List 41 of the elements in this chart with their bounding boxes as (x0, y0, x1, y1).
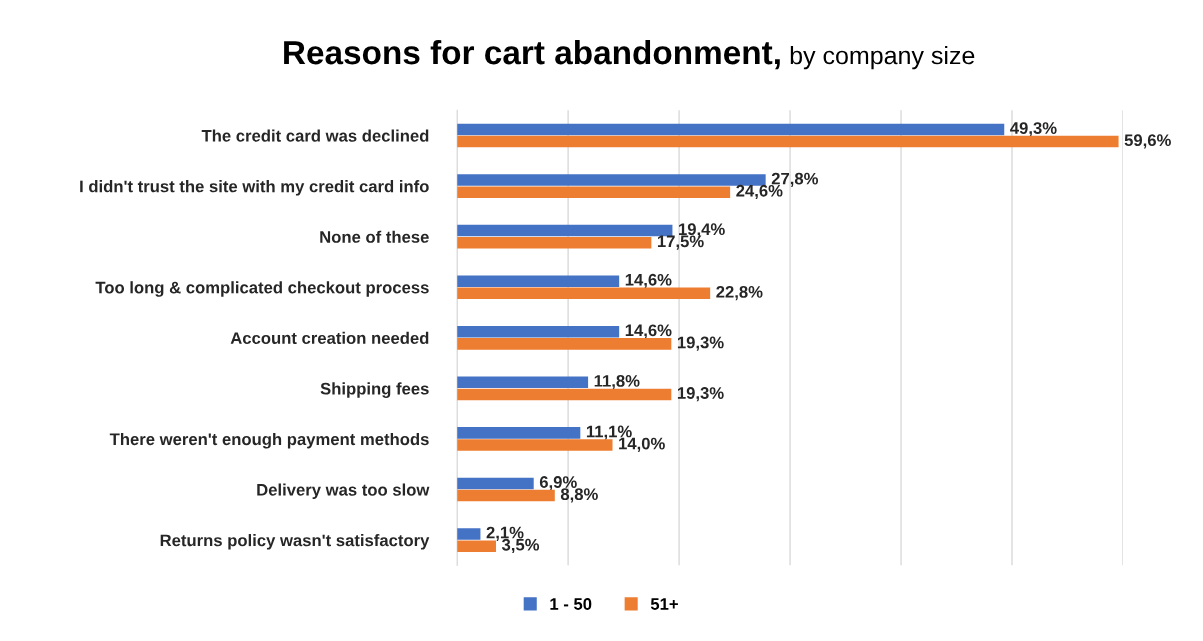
legend-label: 51+ (650, 598, 678, 610)
bar (457, 287, 711, 300)
bar (457, 186, 731, 198)
bar (457, 427, 581, 439)
bar (457, 275, 620, 287)
data-label: 22,8% (716, 285, 763, 301)
y-tick-label: Returns policy wasn't satisfactory (160, 534, 430, 550)
data-label: 11,8% (594, 374, 640, 390)
y-tick-label: None of these (320, 230, 429, 243)
bar (457, 174, 766, 186)
bar (457, 338, 672, 350)
bar (457, 477, 534, 490)
data-label: 14,6% (625, 324, 672, 339)
data-label: 59,6% (1124, 134, 1171, 149)
y-tick-label: Delivery was too slow (257, 483, 430, 500)
y-tick-label: There weren't enough payment methods (109, 432, 429, 449)
y-tick-label: I didn't trust the site with my credit card info (80, 180, 429, 196)
bar (457, 135, 1119, 148)
bar (457, 325, 620, 338)
y-tick-label: Account creation needed (230, 331, 429, 345)
bar (457, 376, 589, 389)
bar (457, 439, 613, 451)
bar (457, 236, 652, 249)
data-label: 49,3% (1010, 122, 1057, 137)
data-label: 8,8% (560, 488, 598, 503)
data-label: 14,6% (625, 273, 672, 289)
y-tick-label: Shipping fees (320, 382, 429, 398)
bar (457, 388, 672, 401)
data-label: 6,9% (539, 476, 577, 491)
bar (457, 540, 496, 552)
legend-label: 1 - 50 (550, 598, 592, 610)
chart-subtitle: by company size (790, 45, 975, 70)
bar (457, 489, 555, 502)
y-tick-label: The credit card was declined (201, 129, 429, 142)
bar (457, 224, 673, 237)
bar (457, 528, 481, 540)
data-label: 19,3% (677, 336, 724, 351)
y-tick-label: Too long & complicated checkout process (95, 281, 429, 297)
bar (457, 123, 1005, 136)
data-label: 19,3% (677, 387, 724, 402)
chart-title: Reasons for cart abandonment, (284, 39, 780, 70)
